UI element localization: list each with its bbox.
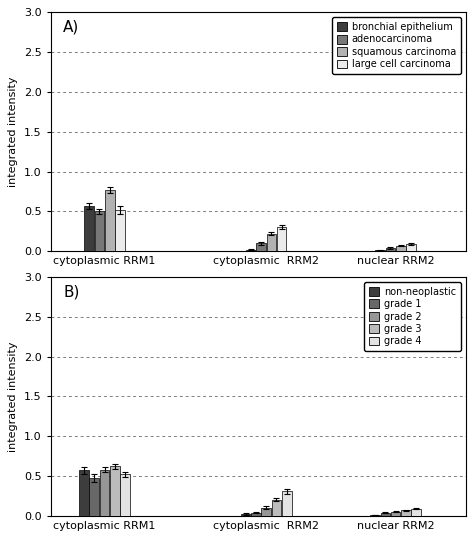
Text: A): A) [63, 19, 79, 34]
Bar [386, 248, 395, 251]
Bar [406, 244, 416, 251]
Bar [396, 246, 406, 251]
Bar [282, 491, 292, 516]
Bar [241, 514, 251, 516]
Bar [266, 233, 276, 251]
Bar [100, 469, 109, 516]
Legend: non-neoplastic, grade 1, grade 2, grade 3, grade 4: non-neoplastic, grade 1, grade 2, grade … [365, 282, 461, 351]
Bar [246, 250, 256, 251]
Bar [95, 211, 104, 251]
Bar [105, 190, 115, 251]
Bar [381, 513, 390, 516]
Y-axis label: integrated intensity: integrated intensity [9, 341, 18, 452]
Legend: bronchial epithelium, adenocarcinoma, squamous carcinoma, large cell carcinoma: bronchial epithelium, adenocarcinoma, sq… [332, 17, 461, 74]
Y-axis label: integrated intensity: integrated intensity [9, 77, 18, 187]
Bar [261, 508, 271, 516]
Bar [115, 210, 125, 251]
Bar [370, 515, 380, 516]
Bar [411, 509, 421, 516]
Text: B): B) [63, 284, 80, 299]
Bar [272, 500, 282, 516]
Bar [391, 512, 401, 516]
Bar [251, 513, 261, 516]
Bar [79, 471, 89, 516]
Bar [90, 478, 99, 516]
Bar [401, 510, 410, 516]
Bar [110, 466, 119, 516]
Bar [277, 227, 286, 251]
Bar [84, 206, 94, 251]
Bar [256, 243, 266, 251]
Bar [120, 474, 130, 516]
